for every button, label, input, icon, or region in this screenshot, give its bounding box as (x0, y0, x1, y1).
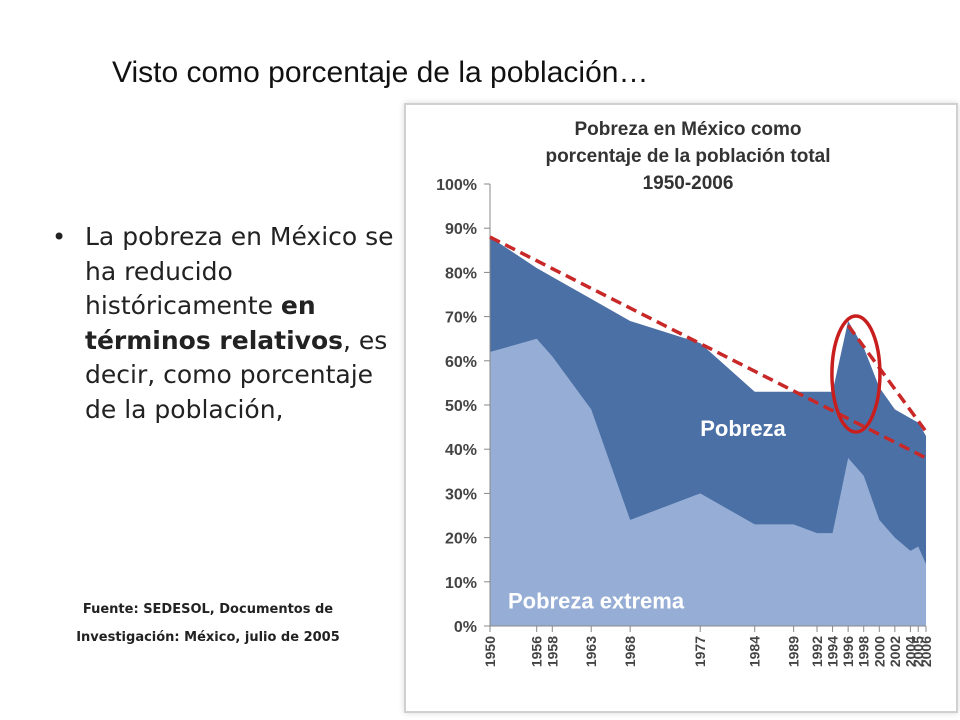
chart-title-line-2: porcentaje de la población total (545, 146, 830, 167)
x-tick-label: 1950 (482, 636, 498, 667)
x-tick-label: 1994 (825, 636, 841, 667)
y-tick-label: 80% (445, 265, 477, 282)
bullet-point: • La pobreza en México se ha reducido hi… (52, 220, 407, 427)
x-tick-label: 2002 (887, 636, 903, 667)
y-tick-label: 70% (445, 310, 477, 327)
annotation-circle (830, 314, 882, 434)
y-tick-label: 50% (445, 398, 477, 415)
x-tick-label: 1977 (692, 636, 708, 667)
source-line-1: Fuente: SEDESOL, Documentos de (82, 602, 334, 617)
x-tick-label: 1968 (622, 636, 638, 667)
y-tick-label: 20% (445, 531, 477, 548)
y-tick-label: 0% (454, 619, 477, 636)
x-tick-label: 1984 (747, 636, 763, 667)
x-tick-label: 1958 (544, 636, 560, 667)
x-tick-label: 1992 (809, 636, 825, 667)
series-label-pobreza: Pobreza (700, 416, 786, 441)
bullet-dot-icon: • (52, 223, 67, 251)
x-tick-label: 2005 (910, 636, 926, 667)
y-tick-label: 10% (445, 575, 477, 592)
trend-line-2 (846, 324, 928, 433)
source-line-2: Investigación: México, julio de 2005 (76, 630, 340, 645)
series-label-pobreza-extrema: Pobreza extrema (508, 588, 685, 613)
chart-frame: Pobreza en México como porcentaje de la p… (404, 103, 958, 713)
y-tick-label: 30% (445, 486, 477, 503)
x-tick-label: 1989 (786, 636, 802, 667)
chart-title-line-3: 1950-2006 (643, 173, 734, 194)
x-tick-label: 2006 (918, 636, 934, 667)
bullet-text-bold: en términos relativos (85, 291, 344, 355)
bullet-text-normal-2: , es decir, como porcentaje de la poblac… (85, 325, 388, 424)
y-tick-label: 60% (445, 354, 477, 371)
poverty-chart: Pobreza en México como porcentaje de la p… (436, 119, 934, 667)
bullet-text-normal-1: La pobreza en México se ha reducido hist… (85, 222, 394, 320)
source-citation: Fuente: SEDESOL, Documentos de Investiga… (48, 596, 368, 652)
trend-line-1 (489, 235, 927, 460)
y-tick-label: 100% (436, 177, 477, 194)
x-tick-label: 1963 (583, 636, 599, 667)
x-tick-label: 1996 (840, 636, 856, 667)
x-tick-label: 2004 (902, 636, 918, 667)
x-tick-label: 1956 (529, 636, 545, 667)
x-tick-label: 1998 (856, 636, 872, 667)
slide-title: Visto como porcentaje de la población… (112, 56, 649, 89)
y-tick-label: 90% (445, 221, 477, 238)
y-tick-label: 40% (445, 442, 477, 459)
chart-title-line-1: Pobreza en México como (574, 119, 801, 140)
bullet-text: La pobreza en México se ha reducido hist… (85, 220, 407, 427)
pobreza-extrema-area (490, 338, 926, 626)
x-tick-label: 2000 (871, 636, 887, 667)
